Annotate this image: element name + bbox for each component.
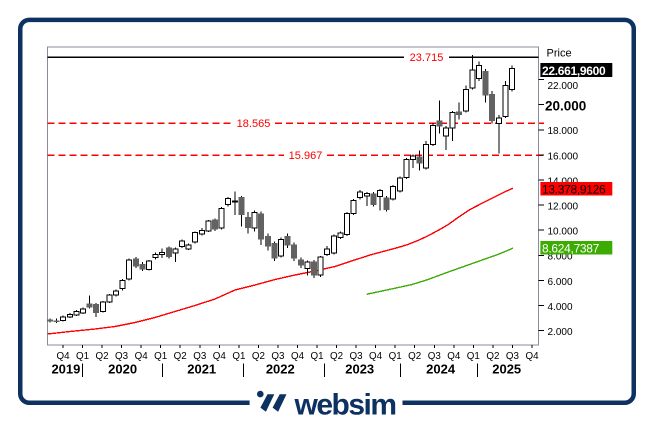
svg-text:2019: 2019 <box>51 362 80 377</box>
svg-text:22.661,9600: 22.661,9600 <box>542 64 606 78</box>
svg-text:6.000: 6.000 <box>548 277 573 288</box>
svg-text:websim: websim <box>294 389 396 422</box>
svg-text:16.000: 16.000 <box>548 151 579 162</box>
svg-text:Q2: Q2 <box>330 351 343 362</box>
svg-text:2023: 2023 <box>345 362 374 377</box>
svg-text:18.565: 18.565 <box>237 118 271 130</box>
svg-text:2022: 2022 <box>266 362 295 377</box>
svg-text:20.000: 20.000 <box>545 98 586 113</box>
svg-text:Q4: Q4 <box>56 351 70 362</box>
svg-text:Q3: Q3 <box>428 351 442 362</box>
svg-text:Q4: Q4 <box>525 351 539 362</box>
svg-text:Q2: Q2 <box>486 351 499 362</box>
svg-text:8.624,7387: 8.624,7387 <box>542 241 600 255</box>
svg-text:Q1: Q1 <box>389 351 402 362</box>
svg-text:Q2: Q2 <box>174 351 187 362</box>
svg-text:22.000: 22.000 <box>548 81 579 92</box>
svg-text:Q1: Q1 <box>232 351 245 362</box>
svg-text:Q3: Q3 <box>506 351 520 362</box>
svg-text:Q2: Q2 <box>96 351 109 362</box>
svg-text:2020: 2020 <box>108 362 137 377</box>
svg-text:2025: 2025 <box>492 362 521 377</box>
svg-text:18.000: 18.000 <box>548 126 579 137</box>
svg-text:Q4: Q4 <box>291 351 305 362</box>
svg-text:15.967: 15.967 <box>289 150 323 162</box>
svg-text:10.000: 10.000 <box>548 227 579 238</box>
svg-text:2.000: 2.000 <box>548 327 573 338</box>
svg-text:Q3: Q3 <box>115 351 129 362</box>
svg-text:14.000: 14.000 <box>548 176 579 187</box>
svg-text:Q1: Q1 <box>76 351 89 362</box>
svg-text:13.378,9126: 13.378,9126 <box>542 182 606 196</box>
svg-text:Q3: Q3 <box>193 351 207 362</box>
svg-text:Q3: Q3 <box>350 351 364 362</box>
svg-text:2021: 2021 <box>187 362 216 377</box>
svg-text:Q1: Q1 <box>467 351 480 362</box>
svg-text:Q2: Q2 <box>252 351 265 362</box>
svg-text:Q4: Q4 <box>369 351 383 362</box>
svg-text:Q4: Q4 <box>135 351 149 362</box>
svg-text:Q1: Q1 <box>310 351 323 362</box>
svg-text:Price: Price <box>547 47 572 59</box>
svg-text:Q1: Q1 <box>154 351 167 362</box>
svg-text:23.715: 23.715 <box>410 52 444 64</box>
svg-text:Q4: Q4 <box>447 351 461 362</box>
svg-text:12.000: 12.000 <box>548 202 579 213</box>
svg-text:Q2: Q2 <box>408 351 421 362</box>
svg-text:2024: 2024 <box>426 362 456 377</box>
svg-text:Q4: Q4 <box>213 351 227 362</box>
svg-text:Q3: Q3 <box>271 351 285 362</box>
svg-text:4.000: 4.000 <box>548 302 573 313</box>
svg-text:8.000: 8.000 <box>548 252 573 263</box>
